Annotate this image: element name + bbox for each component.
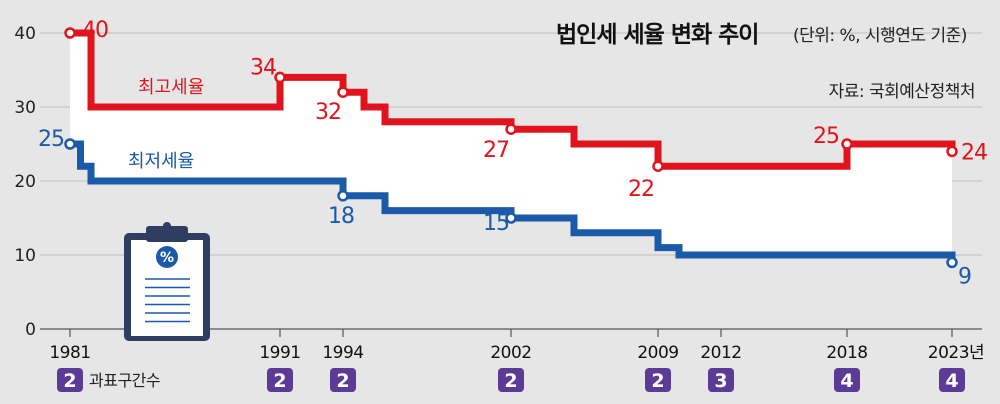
y-tick-label: 40 — [14, 24, 36, 44]
point-min — [505, 212, 517, 224]
bracket-badge — [330, 368, 356, 392]
point-max — [841, 138, 853, 150]
brackets-caption: 과표구간수 — [89, 371, 160, 390]
bracket-badge — [498, 368, 524, 392]
x-tick-label: 2009 — [637, 343, 678, 363]
x-tick-label: 1981 — [49, 343, 90, 363]
point-max — [652, 160, 664, 172]
bracket-badge-label: 2 — [504, 370, 517, 392]
point-max — [946, 145, 958, 158]
percent-symbol: % — [160, 250, 174, 266]
y-tick-label: 20 — [14, 172, 36, 192]
bracket-badge-label: 4 — [840, 370, 853, 392]
bracket-badge — [645, 368, 671, 392]
bracket-badge — [708, 368, 734, 392]
x-tick-label: 2023년 — [928, 343, 984, 363]
clipboard-clip — [146, 226, 188, 242]
x-tick-label: 2002 — [490, 343, 531, 363]
y-axis: 0 10 20 30 40 — [14, 24, 36, 340]
point-label-min: 18 — [328, 204, 354, 229]
point-min — [337, 190, 349, 202]
point-label-min: 9 — [958, 264, 971, 289]
rate-band — [70, 33, 952, 263]
series-name-min: 최저세율 — [128, 151, 194, 172]
band-fill — [70, 33, 952, 263]
x-axis: 1981 1991 1994 2002 2009 2012 2018 2023년 — [49, 329, 985, 363]
x-tick-label: 1991 — [259, 343, 300, 363]
bracket-badge-label: 2 — [336, 370, 349, 392]
series-line-min — [70, 140, 956, 263]
x-tick-label: 2012 — [700, 343, 741, 363]
bracket-badge-label: 3 — [714, 370, 727, 392]
bracket-badge — [834, 368, 860, 392]
series-line-max — [70, 29, 956, 170]
y-tick-label: 10 — [14, 246, 36, 266]
point-label-max: 27 — [483, 138, 509, 163]
point-label-min: 25 — [38, 127, 64, 152]
bracket-badge — [267, 368, 293, 392]
point-label-min: 15 — [483, 211, 509, 236]
bracket-badge-label: 2 — [651, 370, 664, 392]
point-max — [505, 123, 517, 135]
unit-note: (단위: %, 시행연도 기준) — [793, 26, 967, 46]
point-label-max: 25 — [813, 124, 839, 149]
point-label-max: 22 — [628, 177, 654, 202]
point-min — [946, 256, 958, 269]
bracket-badges: 2 2 2 2 2 3 4 4 — [57, 368, 965, 392]
point-labels: 40 34 32 27 22 25 24 25 18 15 9 — [38, 18, 988, 289]
chart-title: 법인세 세율 변화 추이 — [556, 22, 758, 48]
bracket-badge — [57, 368, 83, 392]
series-name-max: 최고세율 — [138, 77, 204, 98]
point-min — [64, 138, 76, 150]
x-tick-label: 2018 — [826, 343, 867, 363]
clipboard-clip-ring — [163, 222, 171, 230]
y-tick-label: 30 — [14, 98, 36, 118]
point-max — [64, 27, 76, 39]
percent-circle — [156, 246, 178, 268]
x-tick-label: 1994 — [322, 343, 363, 363]
y-tick-label: 0 — [25, 320, 36, 340]
bracket-badge-label: 4 — [945, 370, 958, 392]
point-max — [274, 71, 286, 84]
series-points — [64, 27, 958, 269]
series-lines — [70, 29, 956, 263]
bracket-badge-label: 2 — [63, 370, 76, 392]
bracket-badge — [939, 368, 965, 392]
point-label-max: 32 — [315, 100, 341, 125]
point-label-max: 24 — [961, 140, 987, 165]
bracket-badge-label: 2 — [273, 370, 286, 392]
point-label-max: 40 — [82, 18, 108, 43]
source-note: 자료: 국회예산정책처 — [829, 82, 975, 102]
point-label-max: 34 — [250, 55, 276, 80]
point-max — [337, 86, 349, 98]
clipboard-percent-icon: % — [124, 222, 210, 341]
